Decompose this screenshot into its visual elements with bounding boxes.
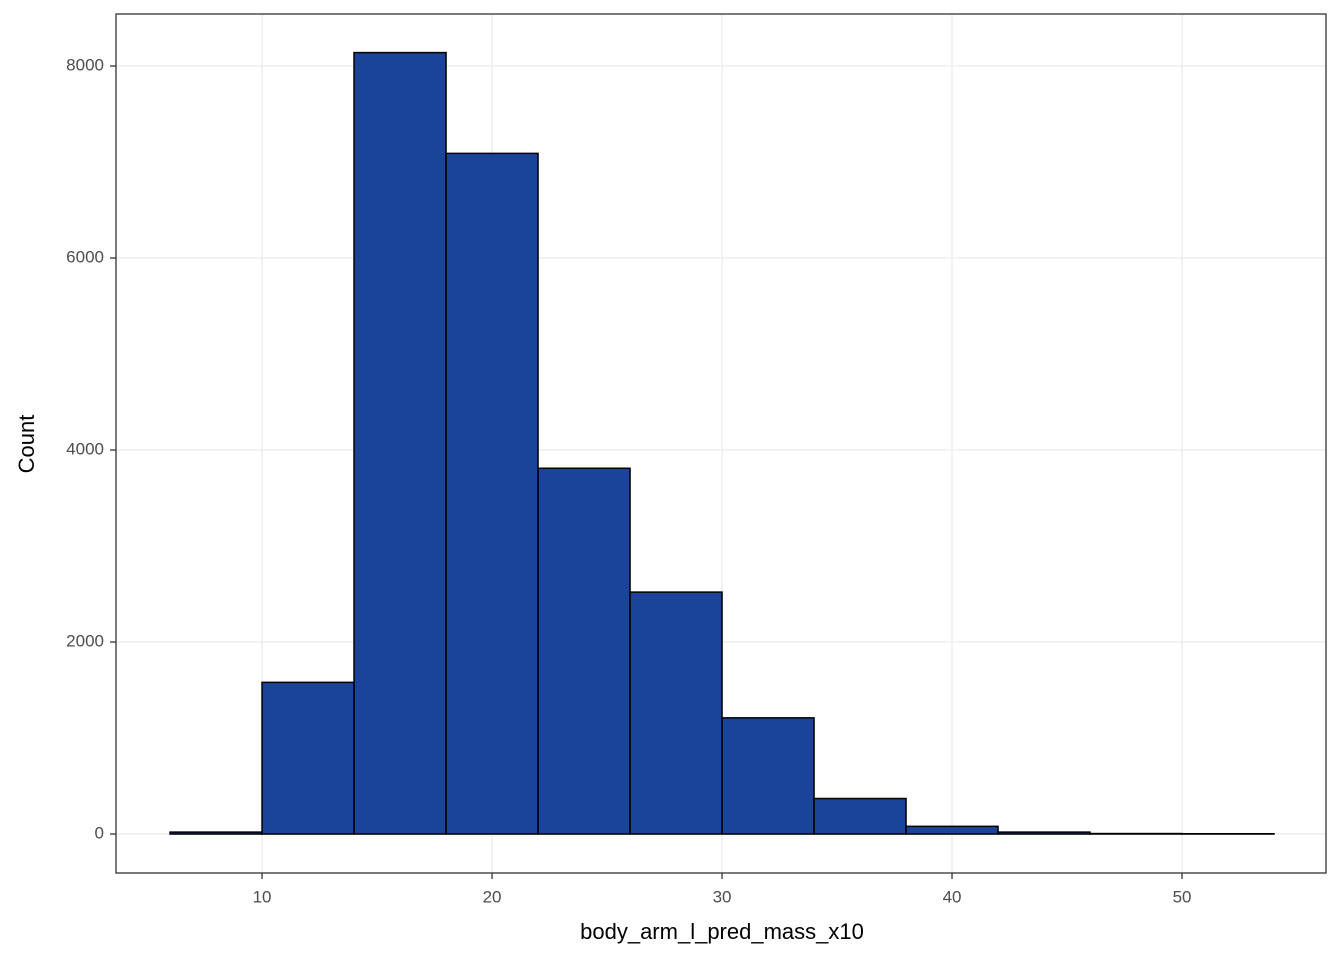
bar — [445, 152, 539, 835]
x-axis-title: body_arm_l_pred_mass_x10 — [580, 919, 864, 944]
x-tick-label: 40 — [943, 887, 962, 906]
bar — [169, 831, 263, 835]
bar — [813, 797, 907, 835]
x-tick-label: 50 — [1173, 887, 1192, 906]
y-axis-title: Count — [14, 415, 39, 474]
bar — [905, 825, 999, 835]
bar — [261, 681, 355, 835]
bar — [721, 717, 815, 835]
y-tick-label: 4000 — [66, 440, 104, 459]
y-tick-label: 2000 — [66, 632, 104, 651]
bar — [629, 591, 723, 835]
y-tick-label: 0 — [95, 824, 104, 843]
panel-border — [115, 13, 1327, 874]
bar — [997, 831, 1091, 835]
x-tick-label: 10 — [253, 887, 272, 906]
x-tick-label: 30 — [713, 887, 732, 906]
x-tick-label: 20 — [483, 887, 502, 906]
bar — [353, 51, 447, 835]
y-tick-label: 8000 — [66, 56, 104, 75]
bar — [537, 467, 631, 835]
y-tick-label: 6000 — [66, 248, 104, 267]
